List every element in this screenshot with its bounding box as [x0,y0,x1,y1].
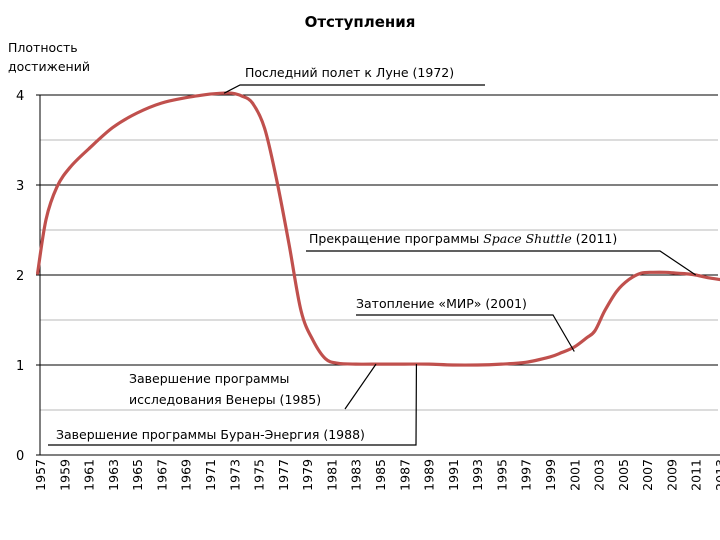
x-tick-label: 2011 [689,459,704,491]
y-tick-label: 4 [16,89,24,104]
x-tick-label: 1979 [300,459,315,491]
x-tick-label: 2007 [640,459,655,491]
y-tick-label: 2 [16,269,24,284]
leader-buran-energia [48,364,418,446]
y-axis-label-line-1: Плотность [8,40,78,55]
x-tick-label: 1975 [252,459,267,491]
x-tick-label: 1995 [494,459,509,491]
annotation-space-shuttle-italic: Space Shuttle [483,231,572,246]
x-tick-label: 1969 [179,459,194,491]
gridlines [40,94,718,411]
x-tick-label: 1987 [397,459,412,491]
x-tick-label: 1967 [154,459,169,491]
annotation-venus-program-line-2: исследования Венеры (1985) [129,392,321,407]
y-axis-label-line-2: достижений [8,59,90,74]
x-tick-label: 1985 [373,459,388,491]
annotation-space-shuttle-part1: Прекращение программы [309,231,483,246]
x-tick-label: 1973 [227,459,242,491]
leader-mir-deorbit [356,314,575,352]
series-line [36,91,720,367]
annotation-space-shuttle-part2: (2011) [572,231,618,246]
x-tick-label: 1959 [57,459,72,491]
x-tick-label: 1991 [446,459,461,491]
series-group [36,91,720,367]
x-tick-label: 1977 [276,459,291,491]
x-tick-label: 1957 [33,459,48,491]
annotation-buran-energia: Завершение программы Буран-Энергия (1988… [56,427,365,442]
x-tick-label: 1963 [106,459,121,491]
leader-moon-last-flight [223,84,485,94]
x-tick-labels: 1957 1959 1961 1963 1965 1967 1969 1971 1973 1975… [33,459,720,491]
x-tick-label: 1989 [422,459,437,491]
x-tick-label: 2009 [664,459,679,491]
x-tick-label: 1965 [130,459,145,491]
x-tick-label: 2001 [567,459,582,491]
y-tick-labels: 0 1 2 3 4 [16,89,40,464]
y-tick-label: 1 [16,359,24,374]
x-tick-label: 2005 [616,459,631,491]
x-tick-label: 2003 [592,459,607,491]
x-tick-label: 2013 [713,459,720,491]
annotation-venus-program-line-1: Завершение программы [129,371,289,386]
chart-title: Отступления [305,13,416,31]
y-tick-label: 3 [16,179,24,194]
x-tick-label: 1971 [203,459,218,491]
leader-space-shuttle-end [306,250,697,276]
annotation-mir-deorbit: Затопление «МИР» (2001) [356,296,527,311]
annotation-moon-last-flight: Последний полет к Луне (1972) [245,65,454,80]
y-tick-label: 0 [16,449,24,464]
x-tick-label: 1997 [519,459,534,491]
x-tick-label: 1983 [349,459,364,491]
annotation-space-shuttle-end: Прекращение программы Space Shuttle (201… [309,231,617,246]
x-tick-label: 1993 [470,459,485,491]
annotation-leaders [48,84,697,446]
leader-venus-program [344,363,377,410]
x-tick-label: 1981 [324,459,339,491]
x-tick-label: 1999 [543,459,558,491]
x-tick-label: 1961 [82,459,97,491]
